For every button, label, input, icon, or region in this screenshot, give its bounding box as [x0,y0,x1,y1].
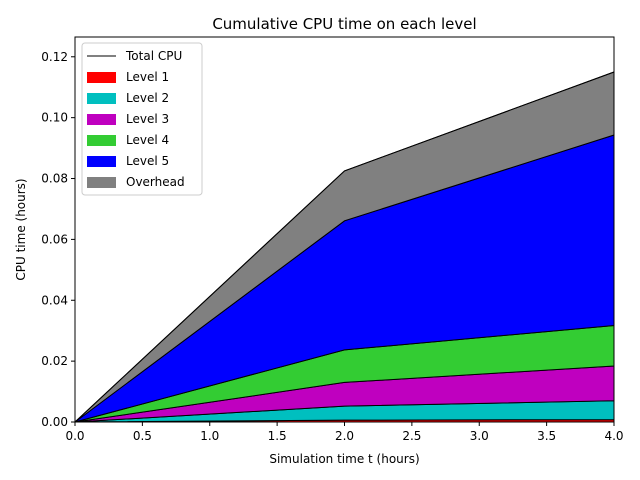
x-tick-label: 1.0 [200,429,219,443]
x-axis-label: Simulation time t (hours) [269,452,419,466]
x-tick-label: 3.0 [470,429,489,443]
y-tick-label: 0.08 [41,172,68,186]
legend-swatch-level-5 [87,156,116,167]
legend-label-level-3: Level 3 [126,112,169,126]
x-tick-label: 4.0 [604,429,623,443]
chart-title: Cumulative CPU time on each level [212,15,476,33]
y-tick-label: 0.02 [41,354,68,368]
x-tick-label: 1.5 [268,429,287,443]
legend: Total CPU Level 1 Level 2 Level 3 Level 4 Lev… [81,42,203,196]
x-tick-label: 3.5 [537,429,556,443]
y-tick-label: 0.10 [41,111,68,125]
legend-label-level-1: Level 1 [126,70,169,84]
line-total-cpu [74,71,615,423]
x-tick-label: 2.5 [402,429,421,443]
y-tick-label: 0.06 [41,232,68,246]
legend-label-level-4: Level 4 [126,133,169,147]
y-axis-ticks: 0.00 0.02 0.04 0.06 0.08 0.10 0.12 [41,50,75,429]
y-tick-label: 0.00 [41,415,68,429]
legend-label-level-2: Level 2 [126,91,169,105]
legend-swatch-level-1 [87,72,116,83]
y-tick-label: 0.04 [41,293,68,307]
x-tick-label: 0.0 [65,429,84,443]
legend-swatch-level-3 [87,114,116,125]
x-tick-label: 2.0 [335,429,354,443]
x-axis-ticks: 0.0 0.5 1.0 1.5 2.0 2.5 3.0 3.5 4.0 [65,422,624,443]
area-layers [74,71,615,423]
x-tick-label: 0.5 [133,429,152,443]
legend-label-total-cpu: Total CPU [125,49,182,63]
legend-swatch-level-2 [87,93,116,104]
legend-label-level-5: Level 5 [126,154,169,168]
legend-label-overhead: Overhead [126,175,185,189]
legend-swatch-overhead [87,177,116,188]
y-tick-label: 0.12 [41,50,68,64]
legend-swatch-level-4 [87,135,116,146]
y-axis-label: CPU time (hours) [14,178,28,280]
